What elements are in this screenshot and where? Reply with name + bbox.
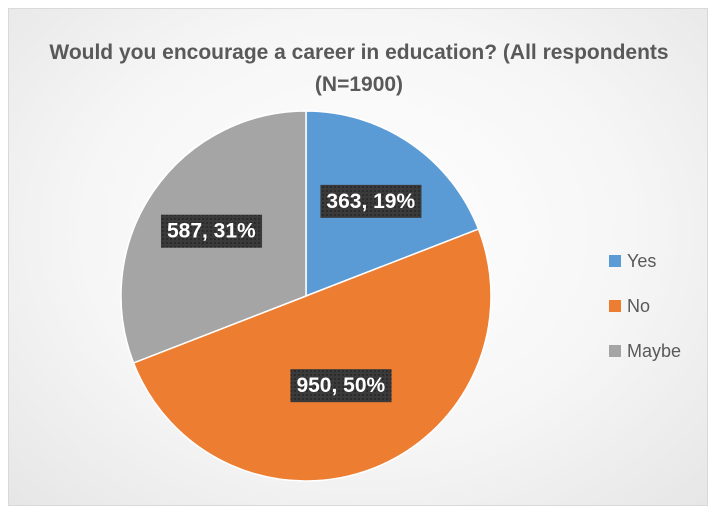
- data-label-bg-yes: [320, 184, 422, 218]
- chart-title: Would you encourage a career in educatio…: [49, 41, 669, 96]
- data-label-no: 950, 50%: [290, 369, 392, 403]
- data-label-bg-maybe: [160, 214, 263, 248]
- legend-item-yes: Yes: [609, 249, 704, 273]
- legend-item-maybe: Maybe: [609, 339, 704, 363]
- legend: Yes No Maybe: [609, 249, 704, 384]
- legend-swatch-yes: [609, 255, 621, 267]
- data-label-maybe: 587, 31%: [160, 214, 263, 248]
- legend-swatch-no: [609, 300, 621, 312]
- chart-area: Would you encourage a career in educatio…: [8, 8, 708, 506]
- legend-label-no: No: [627, 295, 651, 316]
- legend-label-maybe: Maybe: [627, 340, 682, 361]
- pie-slice-no: [132, 228, 492, 482]
- legend-item-no: No: [609, 294, 704, 318]
- legend-swatch-maybe: [609, 345, 621, 357]
- legend-label-yes: Yes: [627, 250, 657, 271]
- data-label-bg-no: [290, 369, 392, 403]
- pie-plot: 363, 19% 950, 50% 587, 31%: [120, 110, 492, 482]
- data-label-text-no: 950, 50%: [296, 374, 385, 397]
- data-label-text-maybe: 587, 31%: [167, 220, 256, 243]
- data-label-text-yes: 363, 19%: [326, 190, 415, 213]
- data-label-yes: 363, 19%: [320, 184, 422, 218]
